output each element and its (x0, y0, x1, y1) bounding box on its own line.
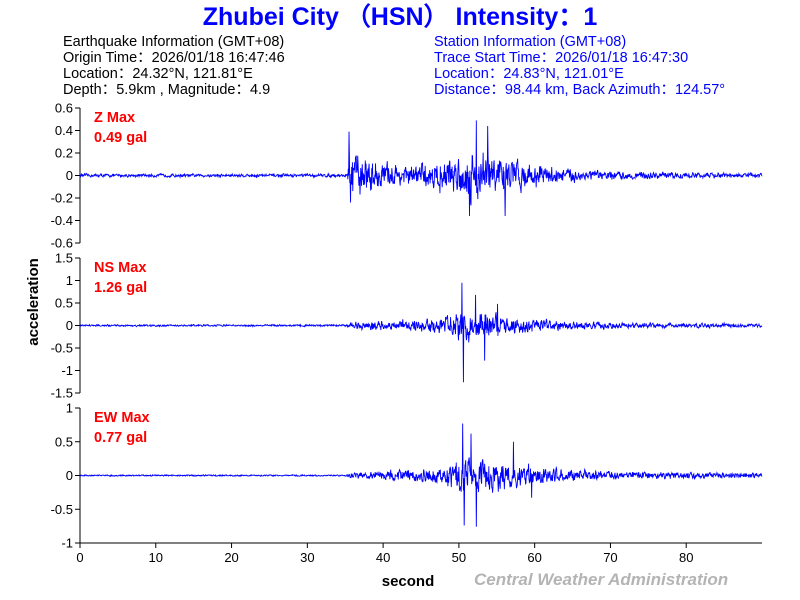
x-axis-label: second (382, 573, 435, 590)
y-tick-label-NS: 0 (66, 318, 73, 333)
max-label-NS: NS Max (94, 260, 146, 276)
x-tick-label: 30 (300, 550, 314, 565)
y-tick-label-Z: -0.6 (51, 236, 73, 251)
waveform-EW (79, 423, 763, 527)
x-tick-label: 60 (527, 550, 541, 565)
x-tick-label: 10 (149, 550, 163, 565)
x-tick-label: 70 (603, 550, 617, 565)
earthquake-info-heading: Earthquake Information (GMT+08) (63, 34, 285, 50)
waveform-Z (79, 120, 763, 217)
y-tick-label-Z: 0 (66, 168, 73, 183)
y-tick-label-EW: 0.5 (55, 434, 73, 449)
station-info: Station Information (GMT+08) Trace Start… (434, 34, 725, 98)
y-tick-label-EW: 0 (66, 468, 73, 483)
y-tick-label-NS: 1.5 (55, 251, 73, 266)
y-tick-label-Z: -0.2 (51, 191, 73, 206)
y-tick-label-Z: 0.6 (55, 101, 73, 116)
x-tick-label: 50 (452, 550, 466, 565)
y-tick-label-Z: 0.2 (55, 146, 73, 161)
y-tick-label-NS: -0.5 (51, 341, 73, 356)
earthquake-info: Earthquake Information (GMT+08) Origin T… (63, 34, 285, 98)
agency-credit: Central Weather Administration (474, 570, 729, 589)
max-value-EW: 0.77 gal (94, 430, 147, 446)
station-location: Location：24.83°N, 121.01°E (434, 66, 624, 82)
max-value-Z: 0.49 gal (94, 130, 147, 146)
origin-time: Origin Time：2026/01/18 16:47:46 (63, 50, 285, 66)
y-tick-label-NS: -1.5 (51, 386, 73, 401)
distance-azimuth: Distance：98.44 km, Back Azimuth：124.57° (434, 82, 726, 98)
y-tick-label-EW: -1 (61, 536, 73, 551)
y-tick-label-NS: 1 (66, 273, 73, 288)
y-tick-label-NS: -1 (61, 363, 73, 378)
x-tick-label: 0 (76, 550, 83, 565)
max-label-Z: Z Max (94, 110, 135, 126)
trace-start-time: Trace Start Time：2026/01/18 16:47:30 (434, 50, 689, 66)
x-tick-label: 80 (679, 550, 693, 565)
y-tick-label-NS: 0.5 (55, 296, 73, 311)
max-label-EW: EW Max (94, 410, 150, 426)
y-tick-label-EW: -0.5 (51, 502, 73, 517)
y-tick-label-Z: 0.4 (55, 123, 73, 138)
depth-magnitude: Depth：5.9km , Magnitude：4.9 (63, 82, 271, 98)
epicenter-location: Location：24.32°N, 121.81°E (63, 66, 253, 82)
y-tick-label-EW: 1 (66, 401, 73, 416)
waveform-NS (79, 282, 763, 383)
y-tick-label-Z: -0.4 (51, 213, 73, 228)
chart-title: Zhubei City （HSN） Intensity：1 (202, 3, 598, 31)
max-value-NS: 1.26 gal (94, 280, 147, 296)
x-tick-label: 40 (376, 550, 390, 565)
x-tick-label: 20 (224, 550, 238, 565)
y-axis-label: acceleration (25, 258, 42, 346)
station-info-heading: Station Information (GMT+08) (434, 34, 627, 50)
